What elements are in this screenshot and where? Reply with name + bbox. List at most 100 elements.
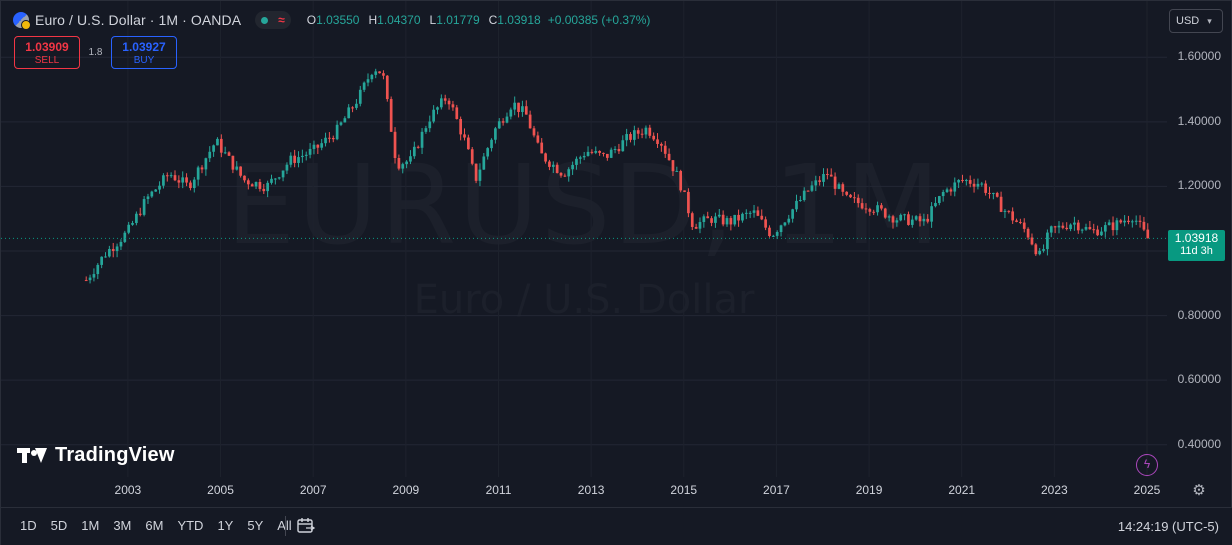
- candle-up: [586, 151, 590, 156]
- candle-down: [868, 209, 872, 212]
- candle-down: [602, 152, 605, 154]
- candle-up: [725, 218, 729, 225]
- candle-up: [428, 121, 432, 129]
- time-tick-label: 2005: [207, 483, 234, 497]
- candle-up: [142, 199, 146, 215]
- range-1y[interactable]: 1Y: [217, 518, 234, 533]
- tradingview-logo[interactable]: TradingView: [17, 444, 175, 467]
- range-buttons: 1D 5D 1M 3M 6M YTD 1Y 5Y All: [13, 518, 299, 533]
- candle-up: [320, 143, 324, 148]
- lightning-icon[interactable]: ϟ: [1136, 454, 1158, 476]
- candle-down: [640, 133, 644, 135]
- symbol-title[interactable]: Euro / U.S. Dollar · 1M · OANDA: [35, 12, 242, 28]
- time-tick-label: 2011: [485, 483, 512, 497]
- candle-up: [837, 184, 841, 189]
- candle-up: [335, 124, 339, 140]
- range-1d[interactable]: 1D: [20, 518, 37, 533]
- candle-down: [331, 137, 335, 140]
- candlestick-plot[interactable]: [1, 1, 1167, 477]
- candle-up: [903, 214, 906, 216]
- candle-down: [590, 151, 594, 153]
- candle-down: [173, 175, 177, 181]
- candle-up: [783, 222, 787, 226]
- candle-up: [216, 138, 219, 146]
- candle-down: [528, 114, 532, 129]
- candle-down: [663, 145, 667, 154]
- time-tick-label: 2009: [392, 483, 420, 497]
- candle-up: [937, 196, 941, 203]
- candle-up: [1107, 222, 1111, 226]
- candle-down: [84, 280, 88, 282]
- candle-up: [814, 180, 818, 186]
- candle-down: [949, 189, 953, 192]
- market-status-pill[interactable]: ≈: [255, 11, 291, 29]
- range-3m[interactable]: 3M: [113, 518, 132, 533]
- candle-up: [1069, 224, 1072, 230]
- candle-up: [752, 210, 756, 213]
- candle-up: [370, 74, 374, 80]
- range-1m[interactable]: 1M: [81, 518, 100, 533]
- candle-down: [382, 73, 385, 76]
- sell-button[interactable]: 1.03909 SELL: [14, 36, 80, 69]
- ohlc-l: L1.01779: [429, 13, 480, 27]
- candle-down: [524, 106, 528, 115]
- candle-up: [92, 274, 96, 278]
- candle-up: [412, 146, 416, 157]
- trade-panel: 1.03909 SELL 1.8 1.03927 BUY: [14, 36, 177, 69]
- candle-down: [687, 191, 690, 214]
- candle-down: [617, 149, 621, 152]
- candle-up: [100, 256, 103, 265]
- currency-value: USD: [1176, 15, 1200, 27]
- time-tick-label: 2013: [577, 483, 605, 497]
- price-tick-label: 0.60000: [1177, 372, 1221, 387]
- candle-up: [254, 182, 258, 187]
- settings-icon[interactable]: ⚙: [1192, 482, 1206, 499]
- candle-up: [798, 200, 802, 202]
- candle-down: [598, 150, 601, 153]
- candle-down: [555, 164, 559, 173]
- candle-down: [1019, 221, 1022, 223]
- candle-down: [671, 160, 675, 172]
- candle-down: [764, 219, 767, 228]
- candle-down: [138, 213, 142, 215]
- candle-down: [883, 208, 887, 218]
- candle-down: [416, 146, 420, 148]
- range-ytd[interactable]: YTD: [177, 518, 204, 533]
- candle-up: [702, 216, 706, 223]
- range-6m[interactable]: 6M: [145, 518, 164, 533]
- candle-down: [328, 137, 331, 139]
- candle-down: [165, 175, 169, 177]
- candle-down: [864, 208, 868, 210]
- buy-button[interactable]: 1.03927 BUY: [111, 36, 177, 69]
- range-5y[interactable]: 5Y: [247, 518, 264, 533]
- time-axis[interactable]: 2003 2005 2007 2009 2011 2013 2015 2017 2019 2021…: [1, 477, 1167, 505]
- calendar-range-icon[interactable]: [296, 517, 316, 535]
- candle-down: [293, 155, 297, 163]
- candle-down: [648, 127, 652, 136]
- candle-down: [826, 174, 829, 176]
- price-tick-label: 0.40000: [1177, 436, 1221, 451]
- clock-timezone[interactable]: 14:24:19 (UTC-5): [1117, 519, 1219, 534]
- candle-up: [1103, 225, 1107, 232]
- candle-down: [1053, 226, 1057, 228]
- currency-select[interactable]: USD ▾: [1169, 9, 1223, 33]
- candle-down: [177, 180, 181, 183]
- candle-up: [1046, 232, 1049, 250]
- candle-down: [968, 180, 972, 184]
- candle-up: [358, 89, 362, 104]
- price-axis[interactable]: 1.600001.400001.200001.000000.800000.600…: [1167, 41, 1232, 505]
- candle-up: [1057, 225, 1061, 228]
- candle-down: [1096, 229, 1099, 236]
- candle-up: [675, 170, 679, 172]
- candle-down: [636, 130, 640, 134]
- time-tick-label: 2003: [114, 483, 142, 497]
- candle-down: [1146, 229, 1150, 239]
- candle-up: [887, 216, 891, 218]
- candle-up: [1115, 220, 1119, 231]
- range-all[interactable]: All: [270, 518, 298, 533]
- candle-up: [401, 164, 405, 169]
- candle-up: [301, 155, 304, 158]
- candle-down: [189, 182, 192, 189]
- range-5d[interactable]: 5D: [50, 518, 68, 533]
